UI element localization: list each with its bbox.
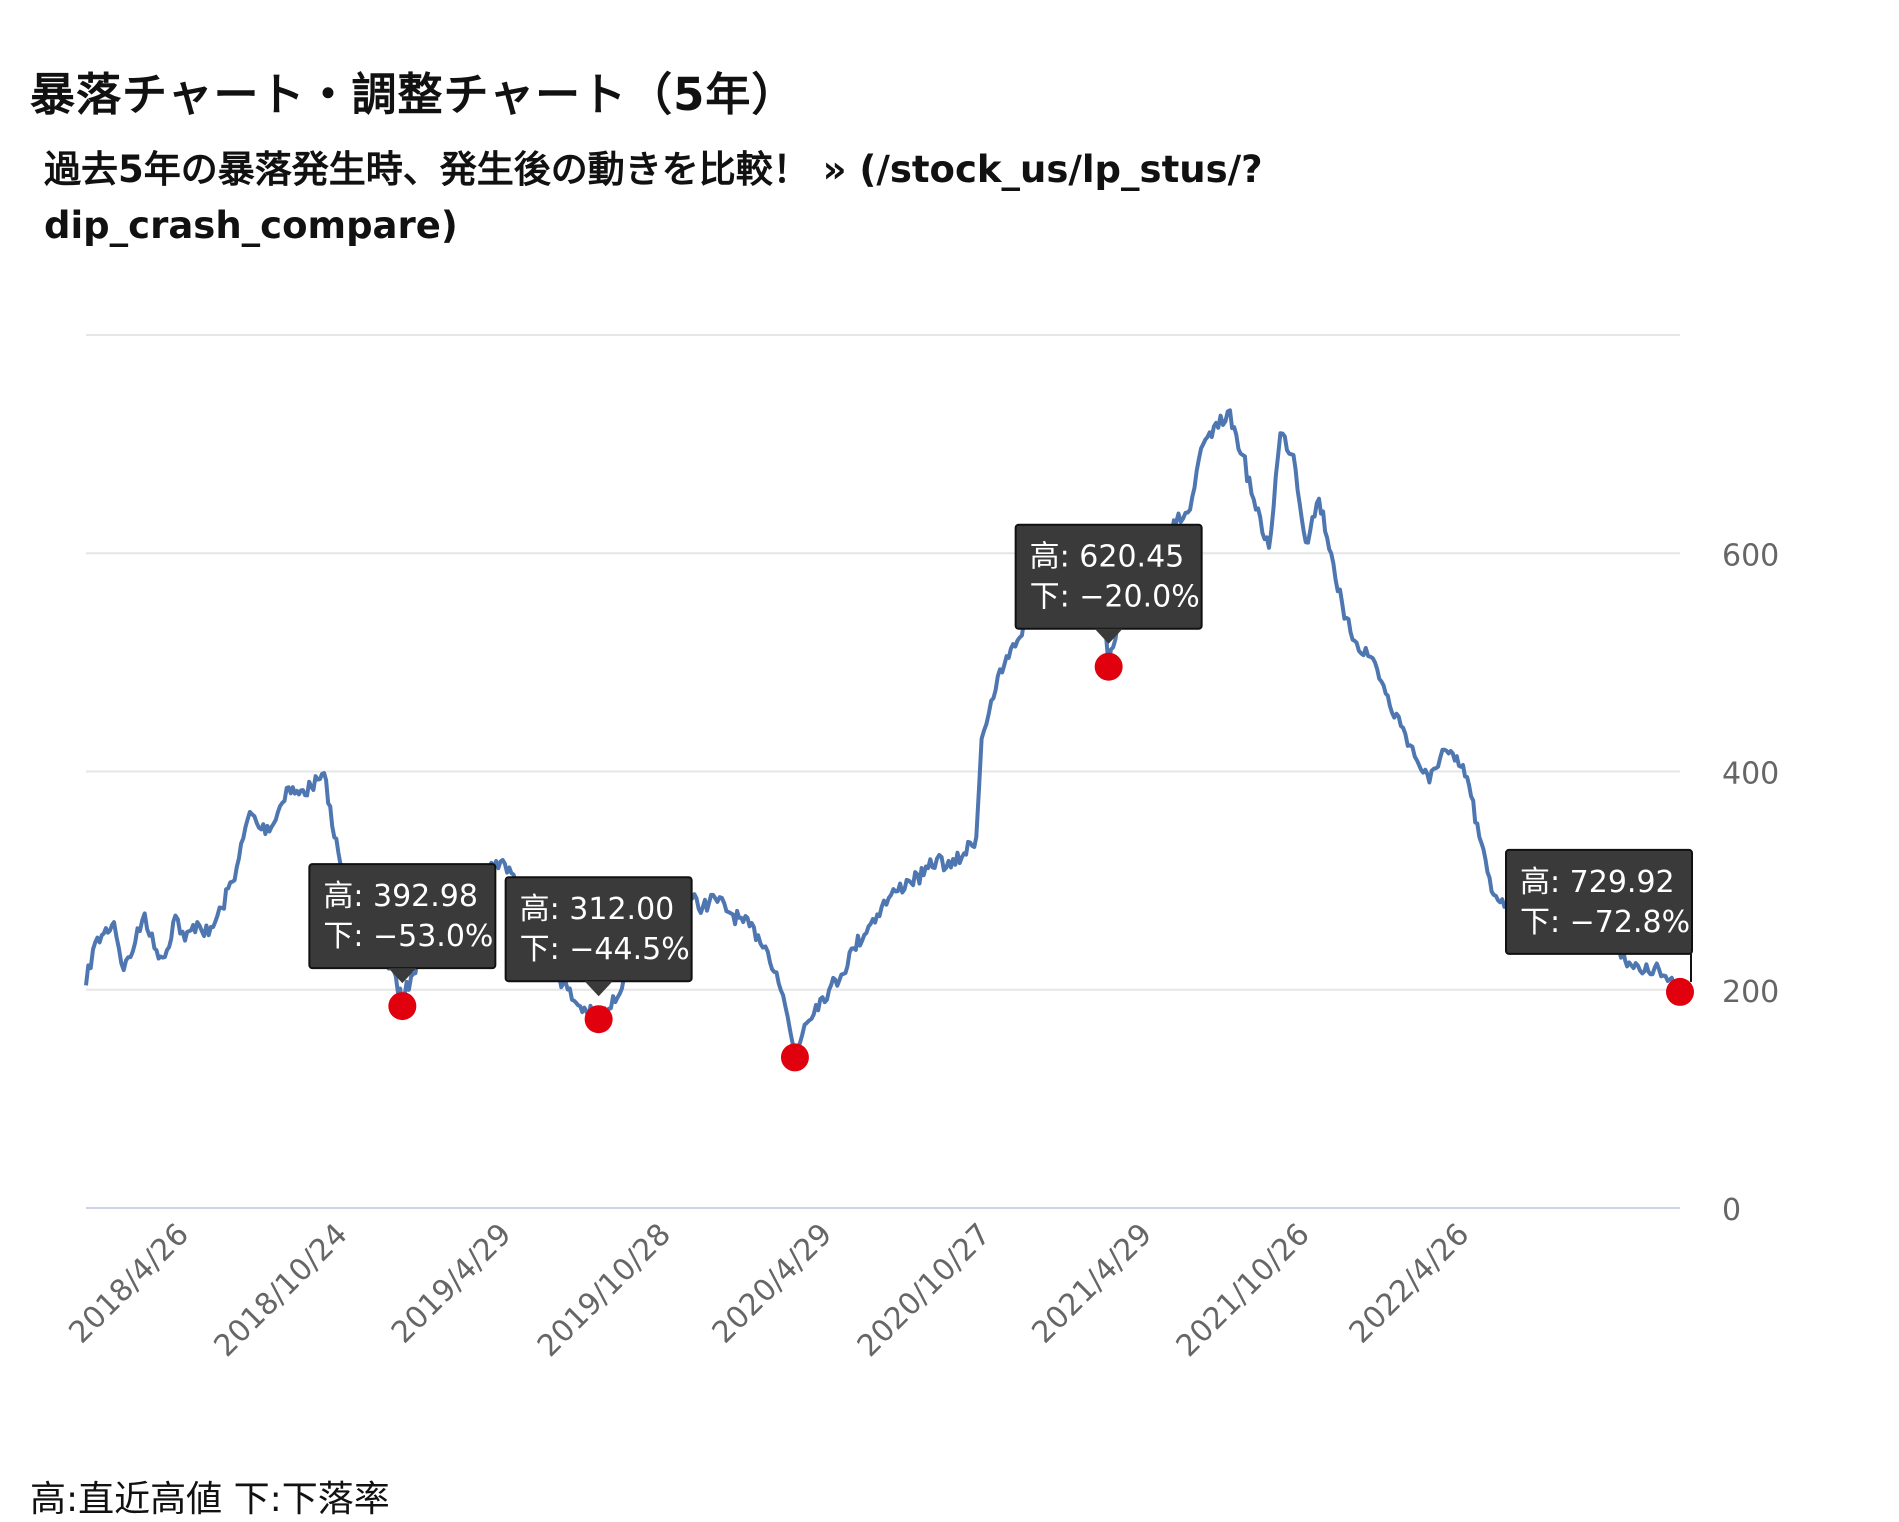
x-tick-label: 2018/10/24 <box>208 1217 355 1364</box>
tooltip-drop-label: 下: −20.0% <box>1030 580 1200 615</box>
crash-compare-link-text[interactable]: 過去5年の暴落発生時、発生後の動きを比較！ » (/stock_us/lp_st… <box>44 148 1263 247</box>
tooltip-drop-label: 下: −53.0% <box>323 919 493 954</box>
crash-marker <box>584 1005 613 1034</box>
crash-marker <box>1094 652 1123 681</box>
x-tick-label: 2019/10/28 <box>531 1217 678 1364</box>
crash-tooltip: 高: 620.45 下: −20.0% <box>1014 523 1203 644</box>
x-tick-label: 2020/10/27 <box>851 1217 998 1364</box>
tooltip-box <box>1505 848 1693 955</box>
crash-compare-link[interactable]: 過去5年の暴落発生時、発生後の動きを比較！ » (/stock_us/lp_st… <box>44 142 1464 254</box>
y-tick-label: 0 <box>1722 1193 1741 1228</box>
x-axis-ticks: 2018/4/26 2018/10/24 2019/4/29 2019/10/28 20… <box>62 1217 1476 1364</box>
x-tick-label: 2020/4/29 <box>706 1217 840 1351</box>
tooltip-arrow <box>584 981 613 997</box>
x-tick-label: 2018/4/26 <box>62 1217 196 1351</box>
crash-tooltip: 高: 729.92 下: −72.8% <box>1505 848 1693 982</box>
crash-tooltip: 高: 392.98 下: −53.0% <box>308 863 497 984</box>
crash-markers <box>388 652 1694 1072</box>
crash-tooltip: 高: 312.00 下: −44.5% <box>504 876 693 997</box>
y-tick-label: 200 <box>1722 975 1779 1010</box>
crash-marker <box>780 1043 809 1072</box>
page-title: 暴落チャート・調整チャート（5年） <box>30 68 798 121</box>
crash-marker <box>1666 977 1694 1006</box>
gridlines <box>86 334 1680 1209</box>
tooltip-high-label: 高: 312.00 <box>520 892 675 927</box>
tooltip-arrow <box>1094 628 1123 644</box>
tooltip-arrow <box>388 968 417 984</box>
x-tick-label: 2021/10/26 <box>1170 1217 1317 1364</box>
y-tick-label: 400 <box>1722 757 1779 792</box>
y-tick-label: 600 <box>1722 538 1779 573</box>
footer-legend-note: 高:直近高値 下:下落率 <box>30 1479 390 1520</box>
x-tick-label: 2022/4/26 <box>1343 1217 1477 1351</box>
y-axis-ticks: 0 200 400 600 <box>1722 538 1779 1228</box>
crash-marker <box>388 992 417 1021</box>
tooltip-high-label: 高: 392.98 <box>323 879 478 914</box>
crash-tooltips: 高: 392.98 下: −53.0% 高: 312.00 下: −44.5% 高: 6… <box>308 523 1693 997</box>
tooltip-drop-label: 下: −72.8% <box>1520 905 1690 940</box>
x-tick-label: 2021/4/29 <box>1025 1217 1159 1351</box>
tooltip-high-label: 高: 729.92 <box>1520 865 1675 900</box>
x-tick-label: 2019/4/29 <box>385 1217 519 1351</box>
tooltip-high-label: 高: 620.45 <box>1030 540 1185 575</box>
tooltip-drop-label: 下: −44.5% <box>520 932 690 967</box>
